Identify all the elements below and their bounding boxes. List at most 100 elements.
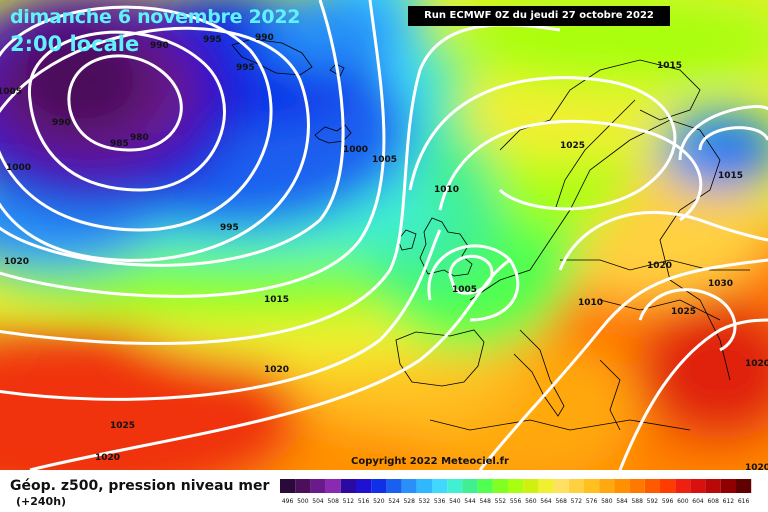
scale-tick-label: 588	[631, 498, 643, 505]
isobar-label: 990	[52, 118, 71, 128]
scale-tick-label: 600	[677, 498, 689, 505]
scale-tick-label: 544	[464, 498, 476, 505]
isobar-label: 1030	[708, 279, 733, 289]
isobar-label: 1010	[578, 298, 603, 308]
scale-swatch	[584, 479, 600, 493]
scale-tick-label: 536	[434, 498, 446, 505]
scale-tick-label: 532	[419, 498, 431, 505]
scale-swatch	[371, 479, 387, 493]
scale-tick-label: 524	[388, 498, 400, 505]
scale-swatch	[401, 479, 417, 493]
run-info-box: Run ECMWF 0Z du jeudi 27 octobre 2022	[408, 6, 670, 26]
scale-swatch	[340, 479, 356, 493]
scale-swatch	[386, 479, 402, 493]
scale-tick-label: 616	[738, 498, 750, 505]
scale-tick-label: 496	[282, 498, 294, 505]
isobar-label: 1005	[372, 155, 397, 165]
isobar-label: 1020	[745, 463, 768, 470]
scale-swatch	[629, 479, 645, 493]
scale-tick-label: 592	[647, 498, 659, 505]
scale-swatch	[508, 479, 524, 493]
isobar-label: 995	[203, 35, 222, 45]
scale-tick-label: 516	[358, 498, 370, 505]
isobars	[0, 0, 768, 470]
scale-swatch	[477, 479, 493, 493]
scale-swatch	[432, 479, 448, 493]
isobar-label: 985	[110, 139, 129, 149]
scale-swatch	[705, 479, 721, 493]
legend-title: Géop. z500, pression niveau mer	[10, 478, 270, 494]
scale-tick-label: 584	[616, 498, 628, 505]
isobar-label: 1020	[264, 365, 289, 375]
scale-tick-label: 604	[692, 498, 704, 505]
scale-tick-label: 540	[449, 498, 461, 505]
isobar-label: 1025	[671, 307, 696, 317]
isobar-label: 1020	[4, 257, 29, 267]
scale-tick-label: 564	[540, 498, 552, 505]
forecast-time: 2:00 locale	[10, 32, 140, 56]
isobar-label: 1010	[434, 185, 459, 195]
scale-swatch	[553, 479, 569, 493]
scale-tick-label: 556	[510, 498, 522, 505]
color-scale: 496 500 504 508 512 516 520 524 528 532 536 540 544 5…	[280, 479, 752, 505]
weather-map: 990 995 990 995 990 985 980 1000 1005 10…	[0, 0, 768, 470]
legend-subtitle: (+240h)	[16, 495, 67, 508]
scale-swatch	[736, 479, 752, 493]
isobar-label: 1015	[718, 171, 743, 181]
scale-swatch	[644, 479, 660, 493]
scale-swatch	[660, 479, 676, 493]
scale-swatch	[447, 479, 463, 493]
scale-tick-label: 576	[586, 498, 598, 505]
scale-swatch	[538, 479, 554, 493]
scale-tick-label: 572	[571, 498, 583, 505]
scale-tick-label: 548	[479, 498, 491, 505]
scale-swatch	[492, 479, 508, 493]
isobar-label: 1025	[560, 141, 585, 151]
scale-tick-label: 552	[495, 498, 507, 505]
scale-tick-label: 500	[297, 498, 309, 505]
isobar-label: 1015	[264, 295, 289, 305]
isobar-labels: 990 995 990 995 990 985 980 1000 1005 10…	[0, 33, 768, 470]
copyright-text: Copyright 2022 Meteociel.fr	[351, 456, 509, 467]
scale-swatch	[568, 479, 584, 493]
scale-swatch	[720, 479, 736, 493]
isobar-label: 995	[220, 223, 239, 233]
isobar-label: 1000	[343, 145, 368, 155]
isobar-label: 1015	[657, 61, 682, 71]
scale-tick-label: 596	[662, 498, 674, 505]
scale-swatch	[462, 479, 478, 493]
isobar-label: 995	[236, 63, 255, 73]
scale-swatch	[325, 479, 341, 493]
isobar-label: 1000	[6, 163, 31, 173]
scale-swatch	[523, 479, 539, 493]
scale-tick-label: 520	[373, 498, 385, 505]
scale-tick-label: 608	[707, 498, 719, 505]
isobar-label: 1020	[745, 359, 768, 369]
scale-swatch	[614, 479, 630, 493]
scale-tick-label: 580	[601, 498, 613, 505]
isobar-label: 1005	[452, 285, 477, 295]
scale-tick-label: 528	[403, 498, 415, 505]
scale-swatch	[356, 479, 372, 493]
scale-tick-label: 512	[343, 498, 355, 505]
isobar-label: 1020	[95, 453, 120, 463]
scale-swatch	[690, 479, 706, 493]
scale-swatch	[599, 479, 615, 493]
forecast-date: dimanche 6 novembre 2022	[10, 6, 301, 28]
scale-swatch	[295, 479, 311, 493]
scale-tick-label: 504	[312, 498, 324, 505]
scale-tick-label: 508	[327, 498, 339, 505]
scale-swatch	[310, 479, 326, 493]
scale-tick-label: 568	[555, 498, 567, 505]
scale-swatch	[280, 479, 296, 493]
scale-swatch	[675, 479, 691, 493]
isobar-label: 990	[150, 41, 169, 51]
scale-swatch	[416, 479, 432, 493]
isobar-label: 1025	[110, 421, 135, 431]
scale-tick-label: 560	[525, 498, 537, 505]
isobar-label: 980	[130, 133, 149, 143]
scale-tick-label: 612	[723, 498, 735, 505]
isobar-label: 1020	[647, 261, 672, 271]
isobar-label: 1005	[0, 87, 22, 97]
